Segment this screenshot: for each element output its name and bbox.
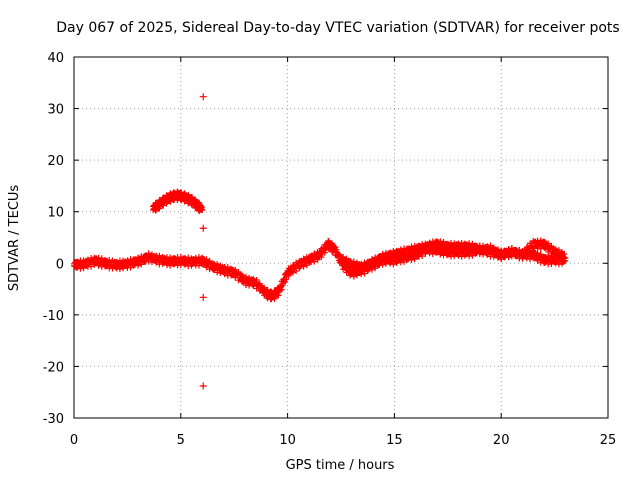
data-point [163,200,170,207]
data-point [401,253,408,260]
data-point [285,272,292,279]
outlier-point [199,293,207,301]
x-tick-label: 15 [386,433,403,448]
data-point [555,261,562,268]
data-point [163,262,170,269]
data-point [253,276,260,283]
chart-title: Day 067 of 2025, Sidereal Day-to-day VTE… [56,20,619,36]
data-point [466,248,473,255]
plot-frame [73,56,609,419]
data-point [498,256,505,263]
data-point [235,268,242,275]
data-point [527,256,534,263]
data-point [232,266,239,273]
data-point [135,262,142,269]
x-tick-label: 5 [177,433,185,448]
y-tick-label: 30 [47,103,64,118]
y-tick-label: 10 [47,206,64,221]
grid-lines [74,57,608,418]
data-point [401,258,408,265]
data-point [408,257,415,264]
data-point [545,240,552,247]
x-tick-label: 10 [279,433,296,448]
data-point [368,264,375,271]
data-point [340,253,347,260]
outlier-point [199,93,207,101]
data-point [116,266,123,273]
data-point [458,253,465,260]
data-point [411,250,418,257]
x-tick-label: 20 [493,433,510,448]
data-point [408,251,415,258]
data-point [199,207,206,214]
data-point [429,246,436,253]
data-point [411,256,418,263]
data-point [361,268,368,275]
data-point [458,248,465,255]
y-tick-label: 20 [47,154,64,169]
data-point [350,273,357,280]
data-point [250,276,257,283]
outlier-point [199,382,207,390]
data-point [293,268,300,275]
data-point [527,248,534,255]
data-point [372,262,379,269]
data-point [153,206,160,213]
data-point [321,249,328,256]
data-point [455,240,462,247]
data-point [437,246,444,253]
data-point [282,276,289,283]
y-tick-label: 40 [47,51,64,66]
y-tick-label: -10 [43,309,64,324]
data-points [71,93,569,390]
data-point [311,258,318,265]
outlier-point [199,224,207,232]
data-point [138,261,145,268]
data-point [167,198,174,205]
data-point [379,259,386,266]
axis-ticks: 0 5 10 15 20 25 -30 -20 -10 0 10 20 30 40 [43,51,617,448]
data-point [303,262,310,269]
data-point [160,202,167,209]
data-point [437,238,444,245]
data-point [88,263,95,270]
data-point [275,292,282,299]
data-point [203,256,210,263]
data-point [335,251,342,258]
data-point [390,256,397,263]
data-point [419,249,426,256]
data-point [239,273,246,280]
data-point [152,207,159,214]
data-point [300,263,307,270]
data-point [523,251,530,258]
x-axis-label: GPS time / hours [286,458,395,473]
data-point [437,251,444,258]
data-point [562,255,569,262]
x-tick-label: 25 [600,433,617,448]
y-axis-label: SDTVAR / TECUs [7,185,22,292]
x-tick-label: 0 [70,433,78,448]
data-point [127,264,134,271]
data-point [195,262,202,269]
y-tick-label: 0 [56,257,64,272]
data-point [519,255,526,262]
data-point [505,254,512,261]
data-point [318,254,325,261]
data-point [261,284,268,291]
y-tick-label: -30 [43,412,64,427]
data-point [314,256,321,263]
data-point [555,247,562,254]
data-point [278,286,285,293]
y-tick-label: -20 [43,360,64,375]
data-point [95,262,102,269]
data-point [541,239,548,246]
data-point [289,269,296,276]
data-point [77,265,84,272]
data-point [487,242,494,249]
